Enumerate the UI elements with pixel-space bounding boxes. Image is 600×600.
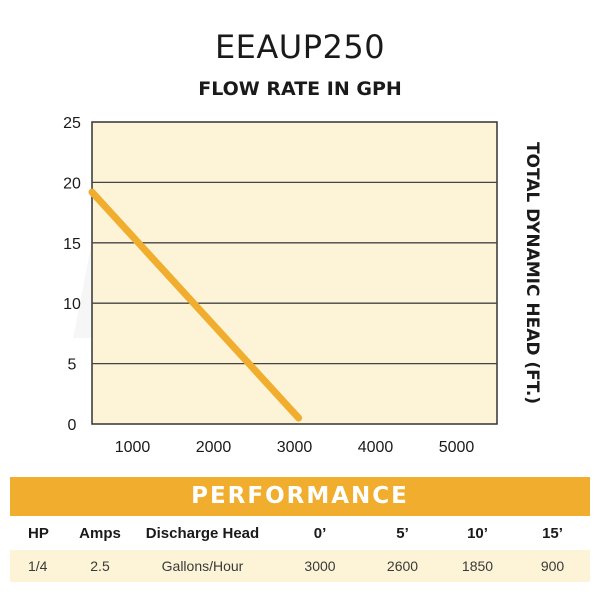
series-line-0 [88,188,303,422]
cell-head-10: 1850 [440,550,515,582]
header-head-15: 15’ [515,516,590,550]
x-tick-labels: 1000 2000 3000 4000 5000 [115,439,475,456]
header-discharge-head: Discharge Head [130,516,275,550]
x-tick-5000: 5000 [439,439,475,456]
y-tick-5: 5 [68,357,77,374]
header-head-0: 0’ [275,516,365,550]
cell-head-15: 900 [515,550,590,582]
table-row: 1/4 2.5 Gallons/Hour 3000 2600 1850 900 [10,550,590,582]
header-head-5: 5’ [365,516,440,550]
y-tick-25: 25 [63,115,81,132]
y-tick-labels: 0 5 10 15 20 25 [63,115,81,434]
header-hp: HP [10,516,70,550]
cell-head-0: 3000 [275,550,365,582]
x-tick-3000: 3000 [277,439,313,456]
y-tick-10: 10 [63,296,81,313]
table-header-row: HP Amps Discharge Head 0’ 5’ 10’ 15’ [10,516,590,550]
cell-hp: 1/4 [10,550,70,582]
y-axis-label: TOTAL DYNAMIC HEAD (FT.) [522,142,542,404]
cell-discharge-head: Gallons/Hour [130,550,275,582]
flow-chart: 0 5 10 15 20 25 1000 2000 3000 4000 5000 TOTAL DY… [63,115,542,456]
x-tick-2000: 2000 [196,439,232,456]
performance-table: HP Amps Discharge Head 0’ 5’ 10’ 15’ 1/4… [10,516,590,582]
model-title: EEAUP250 [214,28,386,66]
grid-layer [92,181,497,365]
header-head-10: 10’ [440,516,515,550]
series-layer [88,188,303,422]
plot-area [91,121,498,425]
header-amps: Amps [70,516,130,550]
cell-amps: 2.5 [70,550,130,582]
cell-head-5: 2600 [365,550,440,582]
y-tick-20: 20 [63,175,81,192]
performance-banner: PERFORMANCE [10,477,590,516]
y-tick-15: 15 [63,236,81,253]
y-tick-0: 0 [68,417,77,434]
x-tick-1000: 1000 [115,439,151,456]
x-tick-4000: 4000 [358,439,394,456]
chart-title: FLOW RATE IN GPH [198,78,402,100]
